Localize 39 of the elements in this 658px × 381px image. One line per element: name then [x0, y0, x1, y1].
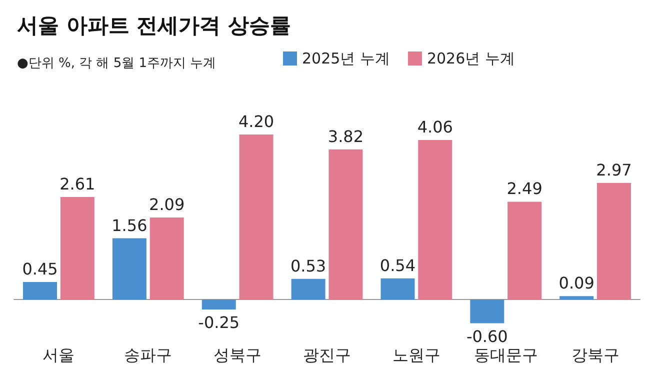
x-tick-label: 광진구 — [303, 346, 351, 364]
legend-label: 2026년 누계 — [426, 50, 515, 68]
x-tick-label: 노원구 — [392, 346, 440, 364]
bar — [470, 300, 504, 324]
data-label: 0.54 — [380, 256, 416, 275]
data-label: -0.60 — [466, 326, 508, 346]
data-label: 2.61 — [60, 174, 96, 194]
data-label: 0.53 — [290, 256, 326, 276]
bar — [23, 282, 58, 300]
x-tick-label: 동대문구 — [474, 346, 538, 364]
bar — [508, 202, 542, 300]
bar — [150, 217, 184, 300]
bar — [328, 149, 363, 300]
chart-subtitle: ●단위 %, 각 해 5월 1주까지 누계 — [17, 56, 216, 71]
data-label: 0.09 — [558, 274, 594, 293]
data-label: 1.56 — [112, 216, 148, 235]
x-tick-label: 강북구 — [571, 346, 620, 364]
chart-title: 서울 아파트 전세가격 상승률 — [17, 14, 291, 38]
x-tick-label: 성북구 — [214, 346, 262, 364]
bar — [239, 134, 274, 300]
bar — [112, 238, 146, 300]
data-label: 4.06 — [417, 117, 453, 136]
data-label: -0.25 — [198, 313, 240, 332]
bar — [380, 278, 415, 300]
bar — [560, 296, 594, 300]
legend-label: 2025년 누계 — [302, 50, 390, 68]
data-label: 3.82 — [328, 126, 364, 146]
x-tick-label: 송파구 — [124, 346, 172, 364]
bar — [60, 197, 94, 300]
data-label: 2.49 — [506, 179, 542, 198]
bar — [291, 278, 326, 300]
bar — [596, 182, 631, 300]
bar — [202, 300, 236, 310]
bar — [418, 140, 452, 300]
data-label: 0.45 — [22, 259, 58, 278]
data-label: 4.20 — [238, 112, 274, 131]
x-tick-label: 서울 — [42, 346, 75, 364]
data-label: 2.97 — [596, 160, 632, 180]
data-label: 2.09 — [149, 194, 185, 214]
